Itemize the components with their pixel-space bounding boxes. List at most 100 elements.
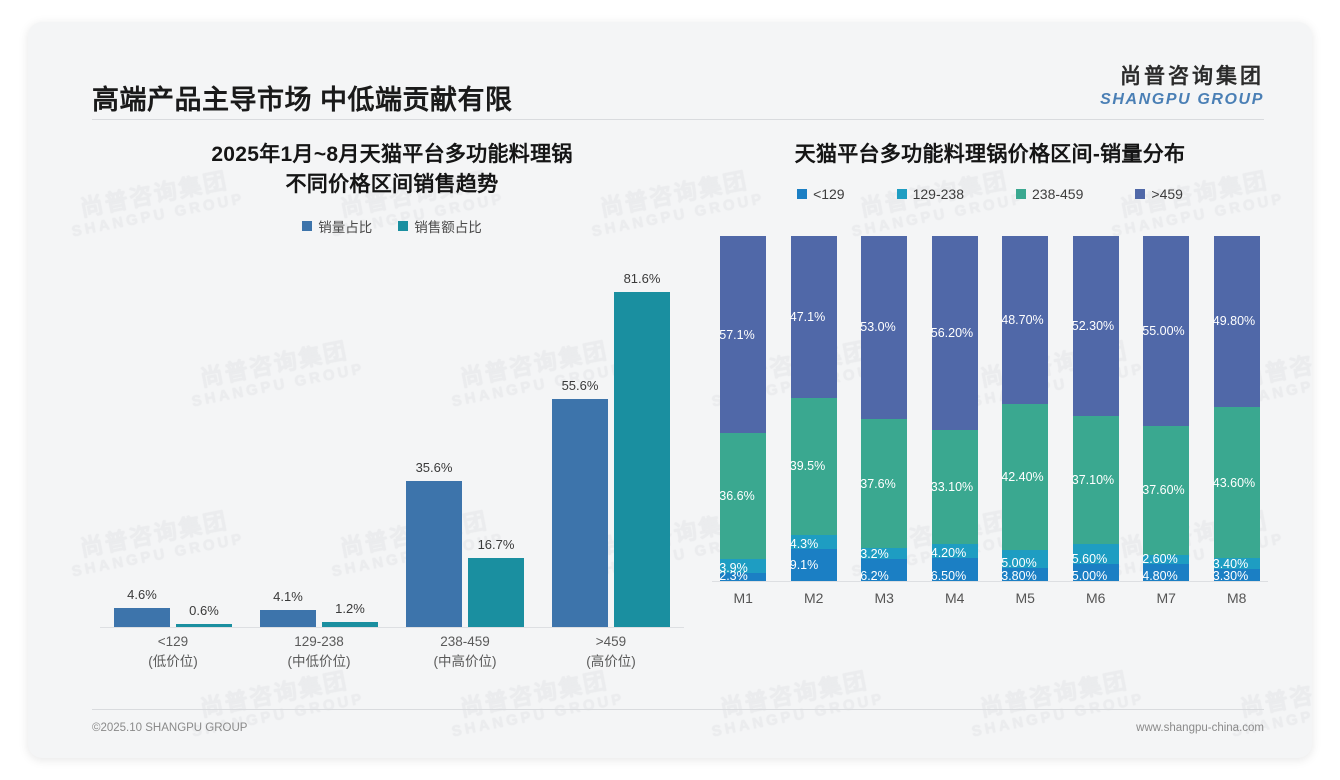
header-divider — [92, 119, 1264, 120]
stack-segment-M4-series1[interactable]: 4.20% — [930, 543, 978, 561]
stack-segment-M7-series1[interactable]: 2.60% — [1142, 552, 1190, 566]
stack-segment-M5-series0[interactable]: 3.80% — [1001, 567, 1049, 583]
bar-129-238-series0[interactable]: 4.1% — [260, 589, 316, 627]
stack-segment-M6-series3[interactable]: 52.30% — [1072, 235, 1119, 417]
stack-segment-M6-series1[interactable]: 5.60% — [1072, 544, 1119, 566]
stack-segment-value-label: 56.20% — [930, 325, 974, 340]
stack-segment-M8-series2[interactable]: 43.60% — [1213, 407, 1260, 558]
stack-segment-M3-series2[interactable]: 37.6% — [860, 418, 908, 549]
legend-item-0[interactable]: 销量占比 — [302, 216, 372, 236]
stack-segment-M6-series2[interactable]: 37.10% — [1071, 416, 1119, 545]
right-chart-panel: 天猫平台多功能料理锅价格区间-销量分布 <129 129-238 238-459 >4… — [704, 140, 1276, 710]
legend-item-1[interactable]: 销售额占比 — [398, 216, 482, 236]
stack-segment-M2-series3[interactable]: 47.1% — [789, 235, 837, 399]
x-axis-label->459: >459 (高价位) — [538, 632, 684, 673]
bar-value-label: 55.6% — [561, 377, 599, 393]
stack-segment-M8-series1[interactable]: 3.40% — [1212, 557, 1260, 572]
legend-item-3[interactable]: >459 — [1135, 186, 1183, 202]
x-axis-label-M1: M1 — [733, 589, 753, 606]
bar-group->459: 55.6% 81.6% — [538, 258, 684, 627]
right-chart-bar-groups: 57.1% 36.6% 3.9% 2.3% 47.1% 39.5% 4.3% 9.1% 53.0… — [708, 230, 1272, 583]
logo-english-text: SHANGPU GROUP — [1100, 91, 1264, 108]
right-chart-title-line1: 天猫平台多功能料理锅价格区间-销量分布 — [794, 143, 1186, 166]
stack-segment-M5-series3[interactable]: 48.70% — [1001, 236, 1049, 405]
stack-segment-M4-series2[interactable]: 33.10% — [931, 429, 978, 544]
x-axis-label-M7: M7 — [1156, 589, 1176, 606]
left-chart-bar-groups: 4.6% 0.6% 4.1% 1.2% 35.6% 16.7% 55.6% 81.6% — [100, 258, 684, 627]
legend-item-label: 129-238 — [912, 185, 964, 202]
legend-swatch-icon — [896, 188, 907, 199]
bar-group-129-238: 4.1% 1.2% — [246, 258, 392, 627]
stack-segment-M4-series0[interactable]: 6.50% — [931, 558, 978, 583]
x-axis-label-main: 129-238 — [294, 633, 344, 649]
bar-value-label: 81.6% — [623, 271, 661, 287]
stack-segment-M2-series2[interactable]: 39.5% — [789, 398, 837, 535]
stacked-bar-M1[interactable]: 57.1% 36.6% 3.9% 2.3% — [719, 230, 767, 583]
stack-segment-value-label: 39.5% — [789, 459, 826, 474]
stack-segment-value-label: 3.2% — [860, 547, 889, 562]
stack-segment-M2-series0[interactable]: 9.1% — [789, 549, 837, 581]
bar-129-238-series1[interactable]: 1.2% — [322, 601, 378, 627]
stack-segment-M1-series2[interactable]: 36.6% — [719, 433, 767, 560]
stacked-bar-group-M4: 56.20% 33.10% 4.20% 6.50% — [920, 230, 991, 583]
stack-segment-value-label: 36.6% — [719, 489, 755, 504]
bar-238-459-series0[interactable]: 35.6% — [406, 460, 462, 627]
stack-segment-M7-series0[interactable]: 4.80% — [1142, 564, 1190, 583]
stacked-bar-M8[interactable]: 49.80% 43.60% 3.40% 3.30% — [1212, 230, 1260, 583]
footer-divider — [92, 709, 1264, 710]
stack-segment-M5-series2[interactable]: 42.40% — [1001, 404, 1049, 551]
stack-segment-value-label: 5.00% — [1001, 555, 1037, 570]
x-axis-label-238-459: 238-459 (中高价位) — [392, 632, 538, 673]
stacked-bar-M2[interactable]: 47.1% 39.5% 4.3% 9.1% — [789, 230, 837, 581]
stack-segment-M3-series1[interactable]: 3.2% — [860, 547, 908, 562]
legend-item-1[interactable]: 129-238 — [896, 185, 964, 202]
stacked-bar-M5[interactable]: 48.70% 42.40% 5.00% 3.80% — [1001, 230, 1049, 583]
bar-<129-series0[interactable]: 4.6% — [114, 587, 170, 627]
bar-<129-series1[interactable]: 0.6% — [176, 603, 232, 627]
stacked-bar-group-M7: 55.00% 37.60% 2.60% 4.80% — [1131, 230, 1202, 583]
x-axis-label-M4: M4 — [945, 589, 965, 606]
x-axis-label-M3: M3 — [874, 589, 894, 606]
x-axis-label-<129: <129 (低价位) — [100, 632, 246, 673]
stacked-bar-M3[interactable]: 53.0% 37.6% 3.2% 6.2% — [860, 230, 908, 583]
legend-swatch-icon — [797, 188, 808, 199]
x-axis-label-main: >459 — [595, 633, 627, 649]
logo-chinese-text: 尚普咨询集团 — [1120, 65, 1264, 88]
stack-segment-M2-series1[interactable]: 4.3% — [789, 534, 837, 552]
legend-item-0[interactable]: <129 — [797, 186, 845, 202]
stack-segment-value-label: 47.1% — [789, 310, 826, 325]
stack-segment-M5-series1[interactable]: 5.00% — [1001, 550, 1049, 570]
legend-item-2[interactable]: 238-459 — [1016, 186, 1083, 202]
stack-segment-M8-series3[interactable]: 49.80% — [1213, 235, 1260, 408]
stack-segment-value-label: 3.40% — [1212, 557, 1249, 572]
stack-segment-value-label: 4.20% — [930, 546, 967, 561]
legend-item-label: <129 — [813, 185, 845, 202]
stacked-bar-M4[interactable]: 56.20% 33.10% 4.20% 6.50% — [930, 230, 978, 583]
x-axis-label-129-238: 129-238 (中低价位) — [246, 632, 392, 673]
stack-segment-value-label: 9.1% — [789, 558, 819, 573]
left-chart-legend: 销量占比 销售额占比 — [92, 216, 692, 236]
stack-segment-value-label: 4.3% — [789, 537, 819, 552]
stack-segment-M7-series2[interactable]: 37.60% — [1142, 425, 1190, 556]
stack-segment-M1-series3[interactable]: 57.1% — [719, 236, 767, 434]
slide-header: 高端产品主导市场 中低端贡献有限 尚普咨询集团 SHANGPU GROUP — [28, 22, 1312, 115]
stack-segment-M3-series3[interactable]: 53.0% — [860, 235, 908, 419]
stack-segment-M1-series0[interactable]: 2.3% — [719, 569, 767, 583]
legend-item-label: 238-459 — [1032, 185, 1084, 202]
stack-segment-M7-series3[interactable]: 55.00% — [1142, 235, 1190, 426]
stack-segment-value-label: 37.10% — [1071, 473, 1115, 488]
stack-segment-value-label: 4.80% — [1142, 568, 1178, 583]
bar->459-series0[interactable]: 55.6% — [552, 378, 608, 627]
stacked-bar-M6[interactable]: 52.30% 37.10% 5.60% 5.00% — [1071, 230, 1119, 583]
bar-238-459-series1[interactable]: 16.7% — [468, 537, 524, 627]
stack-segment-M6-series0[interactable]: 5.00% — [1072, 563, 1119, 583]
legend-swatch-icon — [398, 220, 409, 231]
stack-segment-M3-series0[interactable]: 6.2% — [860, 559, 908, 583]
stacked-bar-group-M1: 57.1% 36.6% 3.9% 2.3% — [708, 230, 779, 583]
x-axis-label-sub: (中低价位) — [287, 653, 351, 669]
stacked-bar-M7[interactable]: 55.00% 37.60% 2.60% 4.80% — [1142, 230, 1190, 583]
stack-segment-M8-series0[interactable]: 3.30% — [1213, 569, 1260, 583]
stack-segment-M4-series3[interactable]: 56.20% — [930, 235, 978, 430]
stack-segment-M1-series1[interactable]: 3.9% — [719, 559, 767, 575]
bar->459-series1[interactable]: 81.6% — [614, 271, 670, 627]
